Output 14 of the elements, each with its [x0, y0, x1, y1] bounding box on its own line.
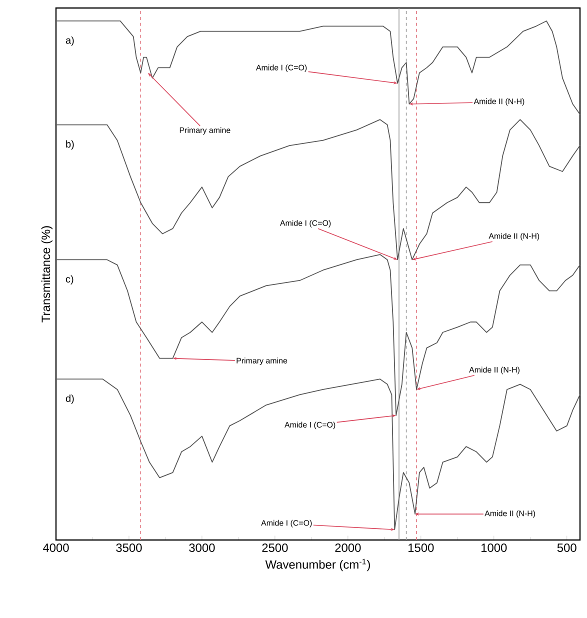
x-tick-label: 4000: [42, 544, 69, 552]
series-label: c): [66, 275, 74, 285]
x-tick-label: 3500: [116, 544, 142, 552]
series-label: d): [66, 394, 74, 404]
x-tick-label: 2000: [335, 544, 361, 552]
x-tick-label: 1000: [481, 544, 507, 552]
y-axis-title: Transmittance (%): [41, 226, 52, 322]
x-tick-label: 1500: [408, 544, 434, 552]
x-tick-label: 2500: [262, 544, 288, 552]
series-label: a): [66, 36, 74, 46]
x-axis-title: Wavenumber (cm$^{-1}$): [265, 558, 370, 572]
series-label: b): [66, 140, 74, 150]
x-tick-label: 500: [557, 544, 576, 552]
x-tick-label: 3000: [189, 544, 215, 552]
